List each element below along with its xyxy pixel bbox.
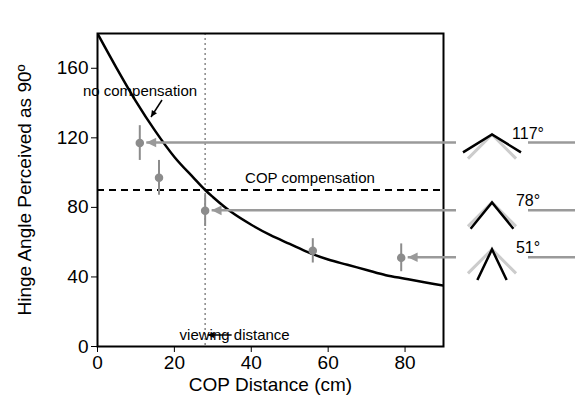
svg-text:60: 60 [318,352,339,373]
svg-text:51°: 51° [516,239,540,256]
svg-text:160: 160 [57,57,89,78]
svg-text:40: 40 [241,352,262,373]
svg-text:viewing distance: viewing distance [180,326,290,343]
svg-text:0: 0 [78,336,89,357]
svg-text:120: 120 [57,127,89,148]
svg-text:0: 0 [92,352,103,373]
svg-text:COP compensation: COP compensation [245,169,375,186]
svg-text:80: 80 [67,196,88,217]
svg-text:78°: 78° [516,192,540,209]
svg-text:no compensation: no compensation [83,82,197,99]
svg-text:COP Distance (cm): COP Distance (cm) [189,374,352,395]
svg-text:40: 40 [67,266,88,287]
svg-text:117°: 117° [512,125,544,142]
svg-text:20: 20 [164,352,185,373]
svg-text:80: 80 [394,352,415,373]
svg-text:Hinge Angle Perceived as 90º: Hinge Angle Perceived as 90º [14,64,35,315]
